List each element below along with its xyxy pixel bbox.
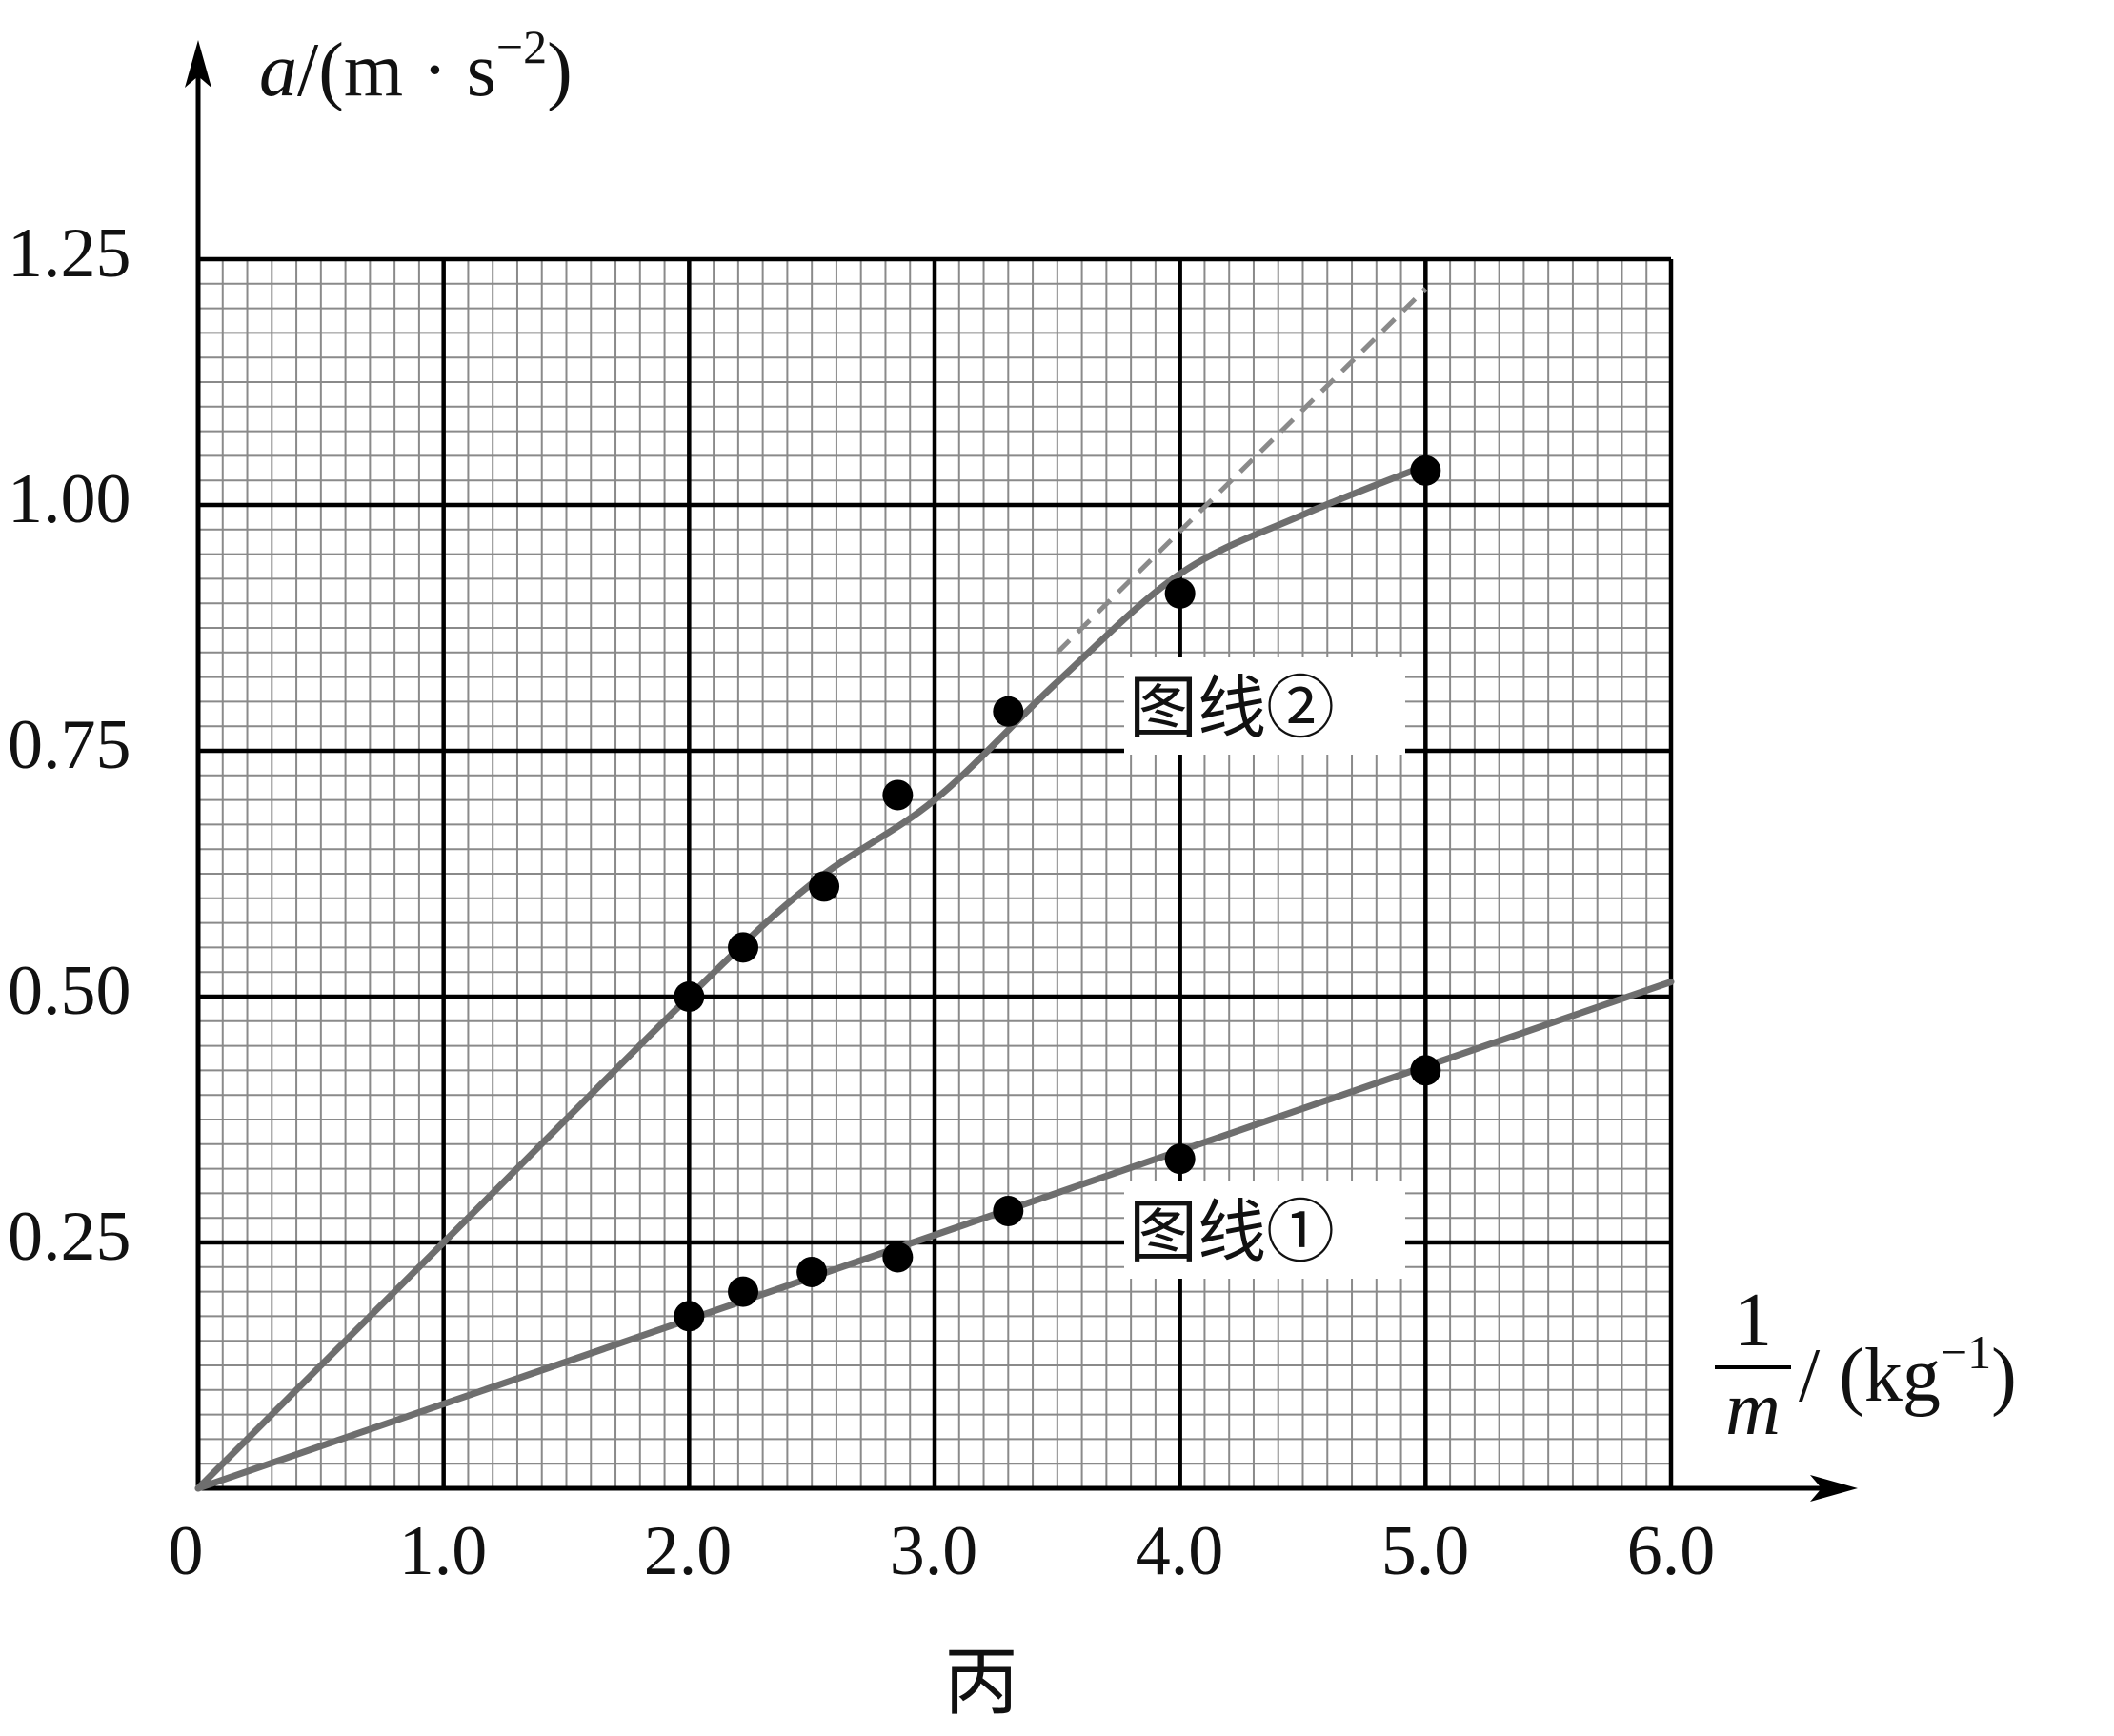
- svg-text:a/(m · s−2): a/(m · s−2): [259, 20, 573, 112]
- x-axis-arrow-icon: [1810, 1475, 1858, 1502]
- series-2-data-point: [1410, 454, 1441, 486]
- x-tick-label: 2.0: [644, 1512, 733, 1590]
- series-1-data-point: [796, 1256, 828, 1287]
- data-points: [674, 454, 1441, 1332]
- series-2-data-point: [809, 871, 840, 902]
- x-tick-label: 1.0: [399, 1512, 488, 1590]
- series-2-data-point: [1164, 577, 1196, 609]
- x-tick-label: 5.0: [1381, 1512, 1470, 1590]
- axes: [185, 40, 1858, 1502]
- series-2-data-point: [882, 779, 914, 811]
- series-2-label: 图线②: [1129, 671, 1335, 747]
- x-tick-label: 6.0: [1627, 1512, 1716, 1590]
- series-1-label: 图线①: [1129, 1195, 1335, 1271]
- y-axis-variable: a: [259, 29, 297, 112]
- svg-text:/ (kg−1): / (kg−1): [1799, 1325, 2017, 1418]
- series-2-fit-curve: [194, 462, 1429, 1492]
- figure-caption: 丙: [944, 1641, 1018, 1724]
- x-axis-denominator: m: [1725, 1367, 1781, 1451]
- y-tick-labels: 0.25 0.50 0.75 1.00 1.25: [8, 214, 131, 1276]
- y-axis-exponent: −2: [496, 20, 547, 73]
- x-axis-close: ): [1991, 1334, 2017, 1418]
- x-axis-numerator: 1: [1734, 1279, 1772, 1363]
- series-2-extrapolation-line: [1056, 287, 1428, 655]
- x-tick-label: 0: [169, 1512, 204, 1590]
- y-tick-label: 1.00: [8, 460, 131, 538]
- series-1-data-point: [674, 1301, 705, 1332]
- series-1-data-point: [993, 1195, 1024, 1226]
- x-axis-exponent: −1: [1941, 1325, 1991, 1379]
- x-axis-unit: / (kg: [1799, 1334, 1941, 1418]
- series-1-label-bg: [1124, 1181, 1405, 1279]
- x-tick-labels: 0 1.0 2.0 3.0 4.0 5.0 6.0: [169, 1512, 1716, 1590]
- x-tick-label: 3.0: [890, 1512, 978, 1590]
- series-1-data-point: [1164, 1143, 1196, 1175]
- series-2-label-bg: [1124, 657, 1405, 755]
- series-1-data-point: [728, 1276, 759, 1307]
- series-1-data-point: [1410, 1055, 1441, 1086]
- y-axis-close: ): [547, 29, 573, 112]
- y-tick-label: 0.75: [8, 706, 131, 784]
- series-2-data-point: [728, 932, 759, 963]
- y-tick-label: 0.50: [8, 952, 131, 1030]
- y-tick-label: 1.25: [8, 214, 131, 293]
- x-axis-title: 1 m / (kg−1): [1715, 1279, 2017, 1451]
- y-axis-arrow-icon: [185, 40, 211, 88]
- y-axis-unit: /(m · s: [297, 29, 496, 112]
- series-labels: 图线② 图线①: [1124, 657, 1405, 1279]
- major-grid: [195, 256, 1674, 1491]
- y-tick-label: 0.25: [8, 1198, 131, 1276]
- series-1-data-point: [882, 1241, 914, 1273]
- series-2-data-point: [993, 696, 1024, 727]
- series-2-data-point: [674, 981, 705, 1012]
- y-axis-title: a/(m · s−2): [259, 20, 573, 112]
- x-tick-label: 4.0: [1136, 1512, 1224, 1590]
